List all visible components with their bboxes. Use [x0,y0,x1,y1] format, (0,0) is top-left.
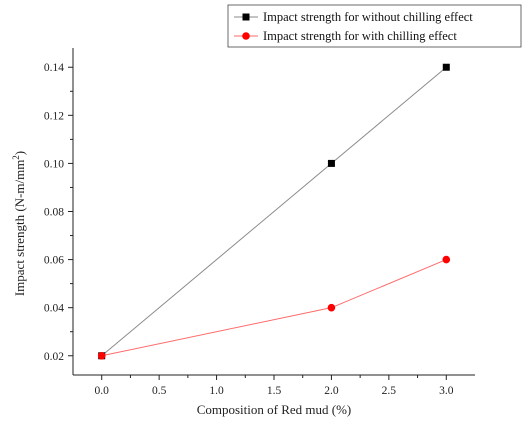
y-tick-label: 0.10 [44,158,64,170]
legend-label: Impact strength for with chilling effect [263,29,457,43]
y-axis-title-main: Impact strength (N-m/mm [12,160,27,296]
x-tick-label: 1.5 [267,385,282,397]
x-tick-label: 0.5 [152,385,167,397]
data-point [442,63,450,71]
data-point [327,303,336,312]
x-tick-label: 3.0 [439,385,454,397]
y-tick-label: 0.06 [44,255,64,267]
legend: Impact strength for without chilling eff… [227,4,522,48]
axes: 0.02 0.04 0.06 0.08 0.10 0.12 0.14 0.0 0.5 1.0 1.5… [44,48,475,397]
y-tick-label: 0.12 [44,110,64,122]
series-1 [98,63,450,360]
y-tick-label: 0.08 [44,207,64,219]
x-tick-label: 2.0 [324,385,339,397]
legend-marker [242,32,250,40]
series-layer [97,63,451,360]
x-tick-label: 1.0 [209,385,224,397]
series-line [101,259,447,357]
legend-box [227,4,522,48]
legend-label: Impact strength for without chilling eff… [263,10,473,24]
legend-entry-1: Impact strength for without chilling eff… [234,10,473,24]
x-axis-title: Composition of Red mud (%) [197,402,352,417]
y-axis-title-superscript: 2 [11,155,21,160]
y-tick-label: 0.14 [44,62,64,74]
y-tick-label: 0.02 [44,351,64,363]
legend-entry-2: Impact strength for with chilling effect [234,29,457,43]
data-point [97,351,106,360]
y-tick-label: 0.04 [44,303,64,315]
y-axis-title-suffix: ) [12,151,27,155]
series-line [101,66,447,357]
y-axis-title: Impact strength (N-m/mm2) [11,151,27,296]
data-point [327,159,335,167]
series-2 [97,255,451,360]
data-point [442,255,451,264]
x-tick-label: 2.5 [382,385,397,397]
x-tick-label: 0.0 [95,385,110,397]
legend-marker [242,13,250,21]
